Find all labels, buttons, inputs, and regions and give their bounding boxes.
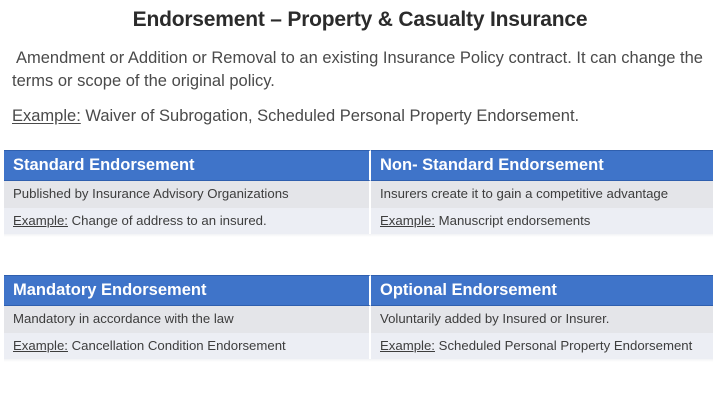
table-bottom-shadow [4, 359, 713, 363]
endorsement-table-standard: Standard Endorsement Non- Standard Endor… [4, 150, 713, 238]
table-row: Example: Cancellation Condition Endorsem… [4, 332, 713, 360]
cell-text: Insurers create it to gain a competitive… [380, 186, 669, 202]
example-label: Example: [12, 106, 81, 125]
cell-text: Published by Insurance Advisory Organiza… [13, 186, 289, 202]
cell-mandatory-example: Example: Cancellation Condition Endorsem… [4, 332, 371, 360]
table-row: Published by Insurance Advisory Organiza… [4, 181, 713, 208]
example-text: Waiver of Subrogation, Scheduled Persona… [80, 106, 580, 125]
cell-text: Mandatory in accordance with the law [13, 311, 234, 327]
page-title: Endorsement – Property & Casualty Insura… [132, 8, 588, 31]
cell-text: Change of address to an insured. [67, 212, 267, 228]
table-header-row: Standard Endorsement Non- Standard Endor… [4, 150, 713, 182]
cell-label: Example: [380, 337, 435, 353]
cell-optional-example: Example: Scheduled Personal Property End… [371, 332, 713, 360]
cell-optional-description: Voluntarily added by Insured or Insurer. [371, 306, 713, 333]
cell-label: Example: [13, 337, 68, 353]
cell-non-standard-description: Insurers create it to gain a competitive… [371, 181, 713, 208]
cell-standard-description: Published by Insurance Advisory Organiza… [4, 181, 371, 208]
cell-label: Example: [13, 212, 68, 228]
table-header-non-standard-endorsement: Non- Standard Endorsement [371, 150, 713, 182]
cell-text: Voluntarily added by Insured or Insurer. [380, 311, 610, 327]
table-row: Example: Change of address to an insured… [4, 207, 713, 235]
cell-text: Scheduled Personal Property Endorsement [434, 337, 693, 353]
cell-label: Example: [380, 212, 435, 228]
table-header-standard-endorsement: Standard Endorsement [4, 150, 371, 182]
definition-paragraph: Amendment or Addition or Removal to an e… [12, 49, 703, 90]
body-text-block: Amendment or Addition or Removal to an e… [0, 33, 720, 127]
table-header-row: Mandatory Endorsement Optional Endorseme… [4, 275, 713, 307]
table-bottom-shadow [4, 234, 713, 238]
cell-text: Manuscript endorsements [434, 212, 591, 228]
cell-non-standard-example: Example: Manuscript endorsements [371, 207, 713, 235]
table-header-optional-endorsement: Optional Endorsement [371, 275, 713, 307]
cell-standard-example: Example: Change of address to an insured… [4, 207, 371, 235]
cell-mandatory-description: Mandatory in accordance with the law [4, 306, 371, 333]
table-header-mandatory-endorsement: Mandatory Endorsement [4, 275, 371, 307]
table-row: Mandatory in accordance with the law Vol… [4, 306, 713, 333]
cell-text: Cancellation Condition Endorsement [67, 337, 286, 353]
endorsement-table-mandatory: Mandatory Endorsement Optional Endorseme… [4, 275, 713, 363]
example-line: Example: Waiver of Subrogation, Schedule… [12, 106, 710, 127]
